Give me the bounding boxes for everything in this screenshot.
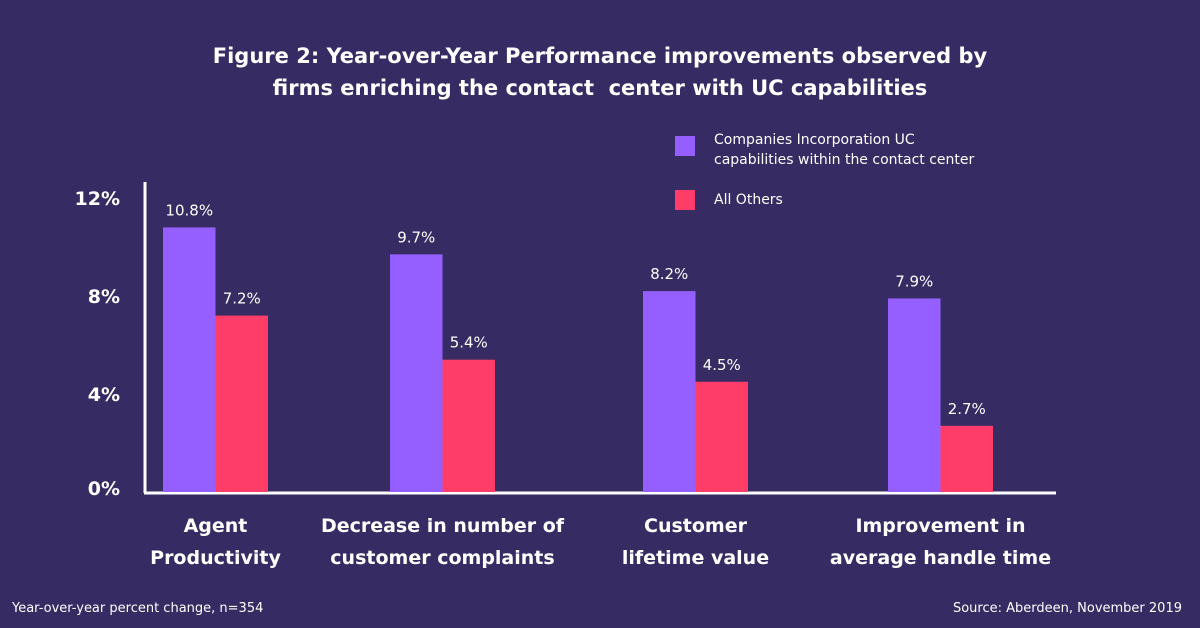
category-label: Customer <box>644 515 748 537</box>
bar-uc <box>163 227 216 492</box>
category-label: Decrease in number of <box>321 515 565 537</box>
bar-others <box>215 315 268 492</box>
bar-others <box>442 359 495 492</box>
y-tick-label: 0% <box>88 478 120 500</box>
category-label: Agent <box>184 515 248 537</box>
legend-label: Companies Incorporation UC <box>714 132 915 148</box>
data-label: 10.8% <box>165 201 213 219</box>
legend-label: capabilities within the contact center <box>714 152 975 168</box>
data-label: 8.2% <box>650 265 688 283</box>
category-label: Productivity <box>150 547 281 569</box>
data-label: 5.4% <box>450 334 488 352</box>
legend-label: All Others <box>714 192 783 208</box>
legend-item-uc: Companies Incorporation UC capabilities … <box>675 130 1024 170</box>
y-tick-label: 12% <box>75 188 120 210</box>
legend-item-others: All Others <box>675 190 1024 210</box>
legend: Companies Incorporation UC capabilities … <box>675 130 1024 230</box>
category-label: Improvement in <box>855 515 1025 537</box>
bar-others <box>940 425 993 492</box>
data-label: 9.7% <box>397 228 435 246</box>
y-tick-label: 4% <box>88 384 120 406</box>
legend-swatch-uc <box>675 136 695 156</box>
category-label: average handle time <box>830 547 1051 569</box>
data-label: 7.9% <box>895 272 933 290</box>
chart-title-line: Figure 2: Year-over-Year Performance imp… <box>212 44 988 68</box>
footer-source: Source: Aberdeen, November 2019 <box>952 601 1182 616</box>
data-label: 4.5% <box>703 356 741 374</box>
category-label: lifetime value <box>622 547 769 569</box>
chart-title: Figure 2: Year-over-Year Performance imp… <box>0 40 1200 104</box>
bar-uc <box>888 298 941 492</box>
data-label: 7.2% <box>223 290 261 308</box>
y-tick-label: 8% <box>88 286 120 308</box>
bar-others <box>695 381 748 492</box>
bar-uc <box>390 254 443 492</box>
bar-uc <box>643 291 696 492</box>
footer-note: Year-over-year percent change, n=354 <box>12 601 264 616</box>
data-label: 2.7% <box>948 400 986 418</box>
legend-swatch-others <box>675 190 695 210</box>
chart-title-line: firms enriching the contact center with … <box>272 76 928 100</box>
category-label: customer complaints <box>330 547 554 569</box>
